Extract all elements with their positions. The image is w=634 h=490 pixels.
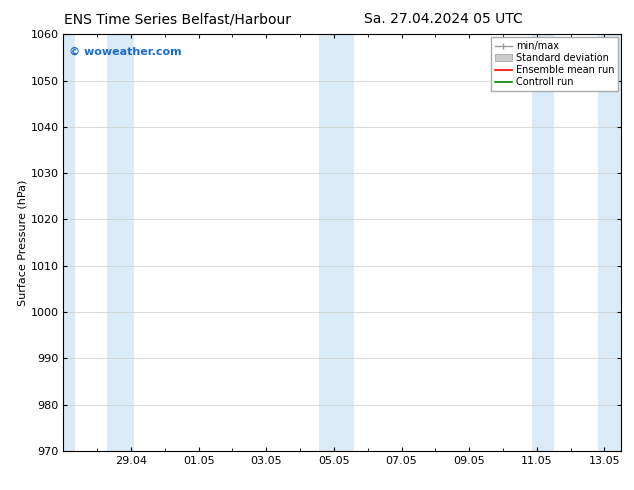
Bar	[107, 34, 134, 451]
Bar	[319, 34, 334, 451]
Text: © woweather.com: © woweather.com	[69, 47, 181, 57]
Legend: min/max, Standard deviation, Ensemble mean run, Controll run: min/max, Standard deviation, Ensemble me…	[491, 37, 618, 91]
Y-axis label: Surface Pressure (hPa): Surface Pressure (hPa)	[18, 179, 28, 306]
Text: ENS Time Series Belfast/Harbour: ENS Time Series Belfast/Harbour	[64, 12, 291, 26]
Bar	[63, 34, 75, 451]
Bar	[598, 34, 621, 451]
Bar	[334, 34, 354, 451]
Bar	[532, 34, 553, 451]
Text: Sa. 27.04.2024 05 UTC: Sa. 27.04.2024 05 UTC	[365, 12, 523, 26]
